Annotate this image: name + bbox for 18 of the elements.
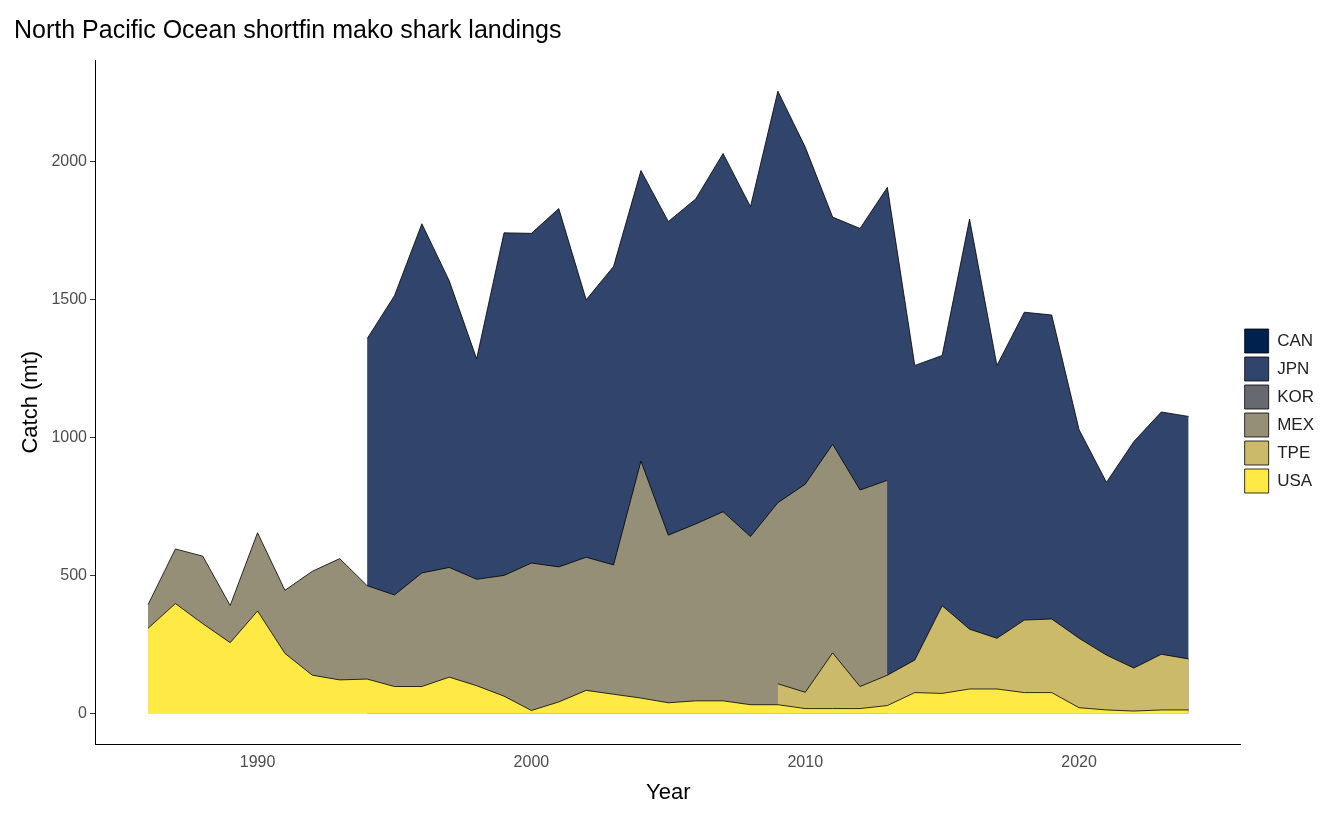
x-tick-label: 1990 <box>239 753 276 771</box>
legend-label: CAN <box>1277 330 1314 350</box>
y-tick-label: 1000 <box>51 428 88 446</box>
legend-label: JPN <box>1277 358 1310 378</box>
legend-label: MEX <box>1277 414 1314 434</box>
chart-title: North Pacific Ocean shortfin mako shark landings <box>14 14 562 43</box>
y-tick-label: 1500 <box>51 290 88 308</box>
legend-label: KOR <box>1277 386 1314 406</box>
y-tick-label: 0 <box>78 703 88 721</box>
legend-label: USA <box>1277 470 1313 490</box>
legend-label: TPE <box>1277 442 1311 462</box>
y-tick-label: 2000 <box>51 152 88 170</box>
x-tick-label: 2010 <box>787 753 824 771</box>
y-tick-label: 500 <box>60 565 88 583</box>
x-tick-label: 2020 <box>1061 753 1097 771</box>
x-tick-label: 2000 <box>513 753 550 771</box>
x-axis-title: Year <box>646 778 691 804</box>
y-axis-title: Catch (mt) <box>17 350 43 454</box>
